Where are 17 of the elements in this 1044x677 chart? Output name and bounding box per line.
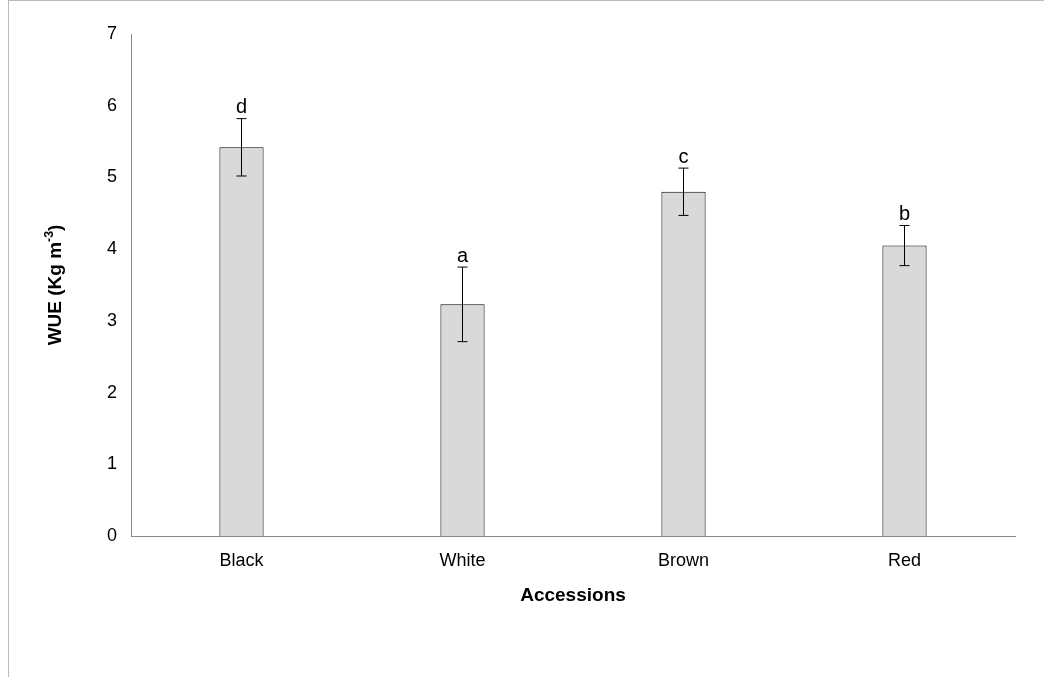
x-tick-label: Brown xyxy=(657,549,710,570)
y-tick-label: 4 xyxy=(106,238,117,259)
y-tick-label: 1 xyxy=(106,453,117,474)
x-tick-label: Black xyxy=(219,549,265,570)
annotation: c xyxy=(678,144,689,167)
annotation: d xyxy=(235,95,248,118)
y-tick-label: 7 xyxy=(106,22,117,43)
y-tick-label: 6 xyxy=(106,94,117,115)
annotation: b xyxy=(898,201,911,224)
y-tick-label: 2 xyxy=(106,381,117,402)
y-tick-label: 5 xyxy=(106,166,117,187)
x-tick-label: Red xyxy=(887,549,922,570)
x-tick-label: White xyxy=(439,549,486,570)
x-axis-title: Accessions xyxy=(520,584,626,606)
y-tick-label: 0 xyxy=(106,524,117,545)
y-tick-label: 3 xyxy=(106,309,117,330)
annotation: a xyxy=(456,243,469,266)
